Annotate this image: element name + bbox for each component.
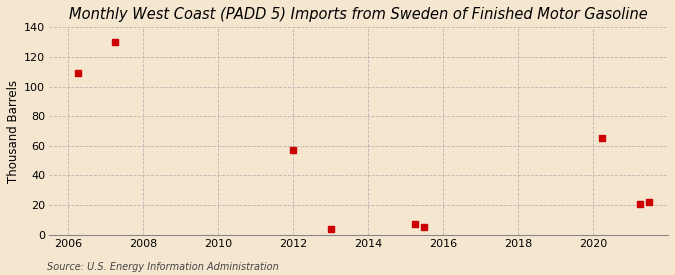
Point (325, 227, 336, 231)
Point (288, 148, 298, 152)
Point (109, 40, 120, 44)
Title: Monthly West Coast (PADD 5) Imports from Sweden of Finished Motor Gasoline: Monthly West Coast (PADD 5) Imports from… (70, 7, 648, 22)
Text: Source: U.S. Energy Information Administration: Source: U.S. Energy Information Administ… (47, 262, 279, 272)
Point (634, 201, 645, 206)
Point (419, 225, 430, 229)
Point (410, 222, 421, 227)
Point (72, 71, 83, 75)
Point (644, 200, 655, 204)
Point (597, 136, 608, 141)
Y-axis label: Thousand Barrels: Thousand Barrels (7, 79, 20, 183)
